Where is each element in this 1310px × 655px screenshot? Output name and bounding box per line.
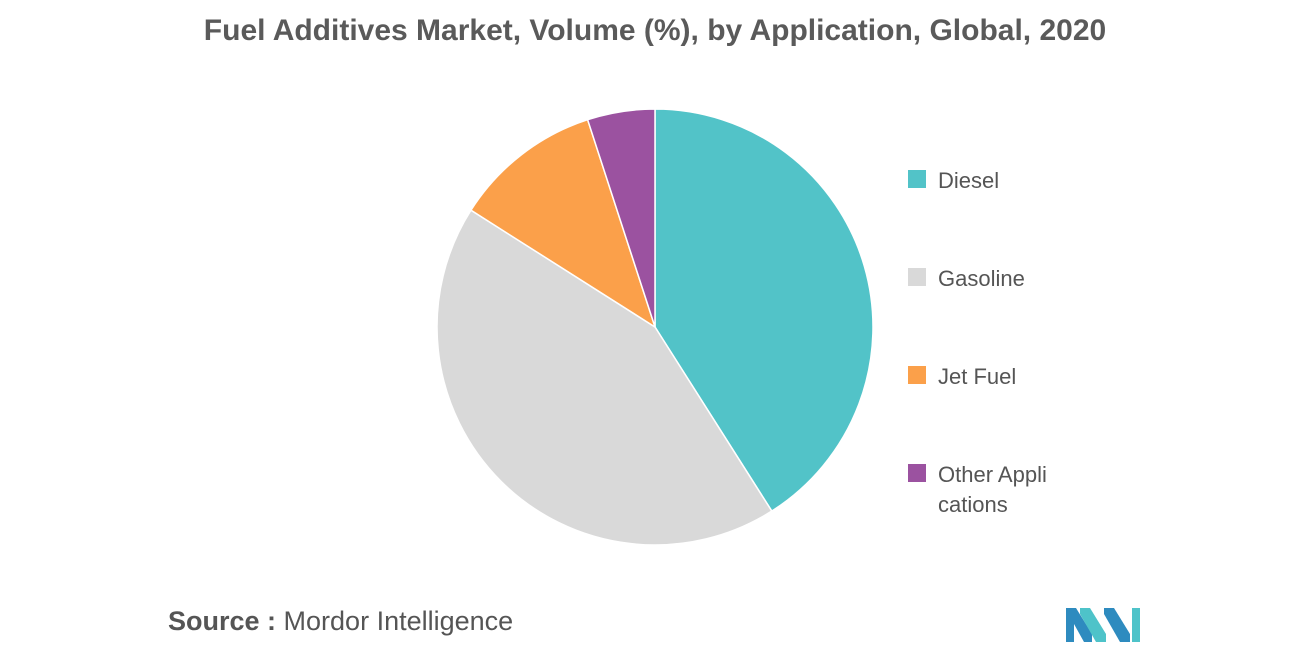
legend-item-gasoline: Gasoline bbox=[908, 264, 1056, 294]
source-note: Source : Mordor Intelligence bbox=[168, 606, 513, 637]
pie-slice-jet-fuel bbox=[469, 118, 657, 329]
legend-swatch bbox=[908, 170, 926, 188]
legend-swatch bbox=[908, 464, 926, 482]
legend-swatch bbox=[908, 268, 926, 286]
pie-slice-gasoline bbox=[436, 209, 773, 546]
source-name: Mordor Intelligence bbox=[283, 606, 514, 636]
chart-title: Fuel Additives Market, Volume (%), by Ap… bbox=[203, 14, 1107, 47]
pie-slices bbox=[436, 108, 874, 546]
pie-slice-diesel bbox=[654, 108, 874, 513]
mordor-intelligence-logo-icon bbox=[1066, 608, 1140, 642]
legend-item-jet-fuel: Jet Fuel bbox=[908, 362, 1056, 392]
legend-label: Diesel bbox=[938, 168, 1000, 193]
legend-item-diesel: Diesel bbox=[908, 166, 1056, 196]
legend-swatch bbox=[908, 366, 926, 384]
legend-item-other-applications: Other Applications bbox=[908, 460, 1056, 520]
legend-label: Gasoline bbox=[938, 266, 1025, 291]
source-label: Source : bbox=[168, 606, 277, 636]
legend-label: Jet Fuel bbox=[938, 364, 1017, 389]
pie-slice-other-applications bbox=[586, 108, 656, 328]
legend-label: Other Applications bbox=[938, 462, 1047, 517]
